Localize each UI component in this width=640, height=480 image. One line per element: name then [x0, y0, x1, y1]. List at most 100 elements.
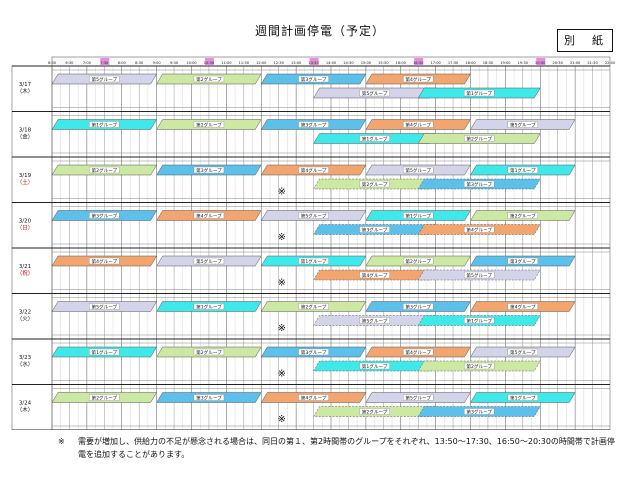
group-label: 第5グループ — [362, 90, 388, 97]
time-header-label: 11:30 — [239, 61, 250, 65]
day-weekday: （木） — [17, 406, 34, 414]
group-label: 第2グループ — [301, 303, 327, 310]
note-mark: ※ — [277, 323, 285, 334]
time-header-highlight — [204, 58, 214, 65]
day-date: 3/23 — [19, 355, 32, 361]
page-title: 週間計画停電（予定） — [254, 24, 385, 38]
group-label-box — [507, 212, 538, 219]
day-date: 3/17 — [19, 82, 32, 88]
group-label: 第5グループ — [510, 349, 536, 356]
group-label-box — [193, 394, 225, 401]
group-label-box — [507, 257, 538, 265]
group-label: 第2グループ — [362, 408, 388, 415]
time-header-highlight — [100, 58, 110, 65]
day-block: 3/18（金）第1グループ 第2グループ 第3グループ 第4グループ 第5グループ第1グ… — [12, 111, 610, 154]
group-label-box — [359, 317, 390, 324]
time-header-label: 14:00 — [326, 61, 337, 65]
group-label-box — [193, 212, 225, 219]
group-label: 第5グループ — [301, 212, 327, 219]
time-header-label: 10:00 — [186, 61, 197, 65]
group-label-box — [403, 303, 434, 310]
group-label-box — [193, 303, 225, 310]
group-label: 第5グループ — [405, 167, 431, 174]
day-block: 3/24（木）第2グループ 第3グループ 第4グループ 第5グループ 第1グループ第2グ… — [12, 384, 610, 427]
group-label: 第2グループ — [92, 167, 118, 174]
time-header-label: 8:30 — [135, 61, 144, 65]
group-label-box — [403, 394, 434, 401]
group-label: 第2グループ — [510, 212, 536, 219]
group-label: 第1グループ — [510, 394, 536, 401]
group-label-box — [507, 348, 538, 356]
day-date: 3/24 — [19, 401, 32, 407]
group-label-box — [464, 408, 495, 415]
time-header-label: 9:30 — [170, 61, 179, 65]
group-label-box — [193, 348, 225, 356]
group-label: 第4グループ — [301, 394, 327, 401]
group-label: 第3グループ — [92, 212, 118, 219]
group-label-box — [89, 166, 120, 174]
group-label: 第4グループ — [405, 349, 431, 356]
footnote: ※ 需要が増加し、供給力の不足が懸念される場合は、同日の第１、第2時間帯のグルー… — [58, 435, 618, 461]
day-block: 3/22（火）第5グループ 第1グループ 第2グループ 第3グループ 第4グループ第5グ… — [12, 293, 610, 336]
note-mark: ※ — [277, 369, 285, 380]
group-label: 第3グループ — [301, 349, 327, 356]
group-label: 第4グループ — [301, 167, 327, 174]
group-label-box — [464, 135, 495, 142]
note-mark: ※ — [277, 187, 285, 198]
group-label-box — [193, 166, 225, 174]
group-label: 第3グループ — [466, 408, 492, 415]
group-label-box — [298, 394, 329, 401]
group-label-box — [359, 89, 390, 97]
time-header-label: 14:30 — [343, 61, 354, 65]
group-label: 第4グループ — [362, 272, 388, 279]
day-block: 3/20（日）第3グループ 第4グループ 第5グループ 第1グループ 第2グループ第3グ… — [12, 202, 610, 245]
group-label-box — [464, 271, 495, 279]
group-label: 第1グループ — [405, 212, 431, 219]
time-header-label: 17:00 — [430, 61, 441, 65]
group-label: 第4グループ — [466, 226, 492, 233]
time-header-highlight — [536, 58, 546, 65]
group-label: 第2グループ — [196, 76, 222, 83]
group-label-box — [89, 394, 120, 401]
group-label: 第3グループ — [405, 303, 431, 310]
day-weekday: （火） — [17, 316, 34, 323]
group-label: 第4グループ — [510, 303, 536, 310]
time-header-label: 21:00 — [570, 61, 581, 65]
day-weekday: （祝） — [17, 269, 34, 277]
group-label-box — [89, 121, 120, 128]
group-label-box — [89, 348, 120, 356]
group-label: 第3グループ — [466, 181, 492, 188]
footnote-text: 需要が増加し、供給力の不足が懸念される場合は、同日の第１、第2時間帯のグループを… — [78, 437, 615, 459]
group-label-box — [193, 257, 225, 265]
group-label: 第2グループ — [362, 181, 388, 188]
time-header-label: 15:00 — [361, 61, 372, 65]
group-label: 第5グループ — [510, 121, 536, 128]
time-header-label: 18:00 — [465, 61, 476, 65]
group-label-box — [89, 75, 120, 83]
group-label-box — [507, 121, 538, 128]
group-label-box — [89, 303, 120, 310]
group-label: 第1グループ — [92, 349, 118, 356]
group-label: 第1グループ — [301, 258, 327, 265]
time-header-label: 6:00 — [48, 61, 57, 65]
day-block: 3/21（祝）第4グループ 第5グループ 第1グループ 第2グループ 第3グループ第4グ… — [12, 247, 610, 290]
group-label-box — [298, 257, 329, 265]
time-header-label: 19:30 — [518, 61, 529, 65]
group-label: 第2グループ — [196, 349, 222, 356]
group-label: 第1グループ — [196, 303, 222, 310]
group-label-box — [359, 271, 390, 279]
group-label: 第1グループ — [92, 121, 118, 128]
time-header-label: 7:30 — [100, 61, 109, 65]
group-label: 第5グループ — [362, 317, 388, 324]
group-label: 第3グループ — [362, 226, 388, 233]
day-date: 3/21 — [19, 264, 31, 270]
time-header-label: 16:30 — [413, 61, 424, 65]
group-label: 第5グループ — [92, 303, 118, 310]
time-header-highlight — [309, 58, 319, 65]
group-label-box — [507, 394, 538, 401]
group-label: 第3グループ — [301, 76, 327, 83]
group-label-box — [403, 212, 434, 219]
group-label: 第4グループ — [196, 212, 222, 219]
group-label-box — [359, 180, 390, 188]
